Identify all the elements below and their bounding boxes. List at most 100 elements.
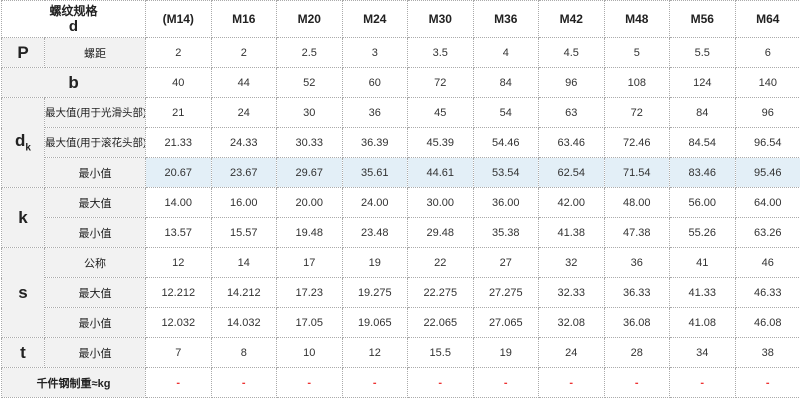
value-cell: 27.065 xyxy=(472,307,540,338)
value-cell: 44 xyxy=(210,67,278,98)
weight-label: 千件钢制重≈kg xyxy=(0,367,147,398)
value-cell: 54 xyxy=(472,97,540,128)
row-label: 最大值(用于滚花头部) xyxy=(43,127,147,158)
dk-max-smooth-row: dk 最大值(用于光滑头部) 21 24 30 36 45 54 63 72 84 96 xyxy=(1,97,800,188)
value-cell: 6 xyxy=(734,37,800,68)
value-cell: 20.67 xyxy=(145,157,212,188)
value-cell: 72 xyxy=(603,97,671,128)
thread-spec-symbol: d xyxy=(68,18,79,35)
value-cell: 14.212 xyxy=(210,277,278,308)
value-cell: 41.38 xyxy=(538,217,605,248)
symbol-k: k xyxy=(1,187,45,248)
value-cell: 53.54 xyxy=(472,157,540,188)
value-cell: 42.00 xyxy=(538,187,605,218)
value-cell: 35.61 xyxy=(341,157,409,188)
value-cell: 38 xyxy=(734,337,800,368)
value-cell: - xyxy=(341,367,409,398)
row-label: 最小值 xyxy=(43,157,147,188)
value-cell: 30.00 xyxy=(407,187,474,218)
row-label: 螺距 xyxy=(43,37,147,68)
value-cell: 13.57 xyxy=(145,217,212,248)
value-cell: 36.00 xyxy=(472,187,540,218)
value-cell: 23.67 xyxy=(210,157,278,188)
value-cell: - xyxy=(603,367,671,398)
value-cell: 71.54 xyxy=(603,157,671,188)
row-label: 最大值 xyxy=(43,277,147,308)
value-cell: 23.48 xyxy=(341,217,409,248)
value-cell: 30.33 xyxy=(276,127,343,158)
row-label: 最小值 xyxy=(43,307,147,338)
value-cell: 63 xyxy=(538,97,605,128)
value-cell: 4 xyxy=(472,37,540,68)
value-cell: 2.5 xyxy=(276,37,343,68)
row-label: 最大值 xyxy=(43,187,147,218)
value-cell: 19.275 xyxy=(341,277,409,308)
value-cell: 14.00 xyxy=(145,187,212,218)
value-cell: 12 xyxy=(145,247,212,278)
value-cell: 29.67 xyxy=(276,157,343,188)
s-max-row: 最大值 12.212 14.212 17.23 19.275 22.275 27.275 3… xyxy=(2,277,800,308)
symbol-b: b xyxy=(0,67,147,98)
value-cell: 22.065 xyxy=(407,307,474,338)
row-label: 最小值 xyxy=(43,337,147,368)
value-cell: - xyxy=(669,367,736,398)
value-cell: 14.032 xyxy=(210,307,278,338)
value-cell: 19 xyxy=(472,337,540,368)
row-label: 最小值 xyxy=(43,217,147,248)
value-cell: 10 xyxy=(276,337,343,368)
value-cell: 19.48 xyxy=(276,217,343,248)
value-cell: 24.33 xyxy=(210,127,278,158)
value-cell: 24.00 xyxy=(341,187,409,218)
size-header: M20 xyxy=(276,0,343,38)
value-cell: 3.5 xyxy=(407,37,474,68)
value-cell: - xyxy=(407,367,474,398)
thread-spec-header: 螺纹规格 d xyxy=(0,0,147,38)
value-cell: 22 xyxy=(407,247,474,278)
k-min-row: 最小值 13.57 15.57 19.48 23.48 29.48 35.38 41.38 4… xyxy=(2,217,800,248)
value-cell: 72 xyxy=(407,67,474,98)
value-cell: 12 xyxy=(341,337,409,368)
value-cell: 95.46 xyxy=(734,157,800,188)
value-cell: 4.5 xyxy=(538,37,605,68)
value-cell: 17 xyxy=(276,247,343,278)
size-header: M36 xyxy=(472,0,540,38)
pitch-row: P 螺距 2 2 2.5 3 3.5 4 4.5 5 5.5 6 xyxy=(1,37,800,68)
weight-row: 千件钢制重≈kg ---------- xyxy=(0,367,800,398)
value-cell: 36.33 xyxy=(603,277,671,308)
value-cell: 84.54 xyxy=(669,127,736,158)
value-cell: 44.61 xyxy=(407,157,474,188)
value-cell: 84 xyxy=(669,97,736,128)
s-nominal-row: s 公称 12 14 17 19 22 27 32 36 41 46 xyxy=(1,247,800,338)
value-cell: 21.33 xyxy=(145,127,212,158)
value-cell: 32.08 xyxy=(538,307,605,338)
size-header: M56 xyxy=(669,0,736,38)
value-cell: 36.39 xyxy=(341,127,409,158)
size-header: M30 xyxy=(407,0,474,38)
symbol-d: d xyxy=(15,131,26,151)
value-cell: 16.00 xyxy=(210,187,278,218)
size-header: M16 xyxy=(210,0,278,38)
size-header: M24 xyxy=(341,0,409,38)
value-cell: 45.39 xyxy=(407,127,474,158)
thread-spec-label: 螺纹规格 xyxy=(49,4,98,18)
value-cell: - xyxy=(145,367,212,398)
size-header: M64 xyxy=(734,0,800,38)
t-min-row: t 最小值 7 8 10 12 15.5 19 24 28 34 38 xyxy=(1,337,800,368)
s-min-row: 最小值 12.032 14.032 17.05 19.065 22.065 27.065 3… xyxy=(2,307,800,338)
value-cell: - xyxy=(210,367,278,398)
value-cell: 83.46 xyxy=(669,157,736,188)
k-max-row: k 最大值 14.00 16.00 20.00 24.00 30.00 36.00 42.0… xyxy=(1,187,800,248)
value-cell: 41.08 xyxy=(669,307,736,338)
symbol-t: t xyxy=(1,337,45,368)
value-cell: 14 xyxy=(210,247,278,278)
value-cell: 2 xyxy=(210,37,278,68)
value-cell: 55.26 xyxy=(669,217,736,248)
value-cell: 7 xyxy=(145,337,212,368)
value-cell: 15.5 xyxy=(407,337,474,368)
value-cell: 19.065 xyxy=(341,307,409,338)
value-cell: 64.00 xyxy=(734,187,800,218)
value-cell: 41 xyxy=(669,247,736,278)
value-cell: 22.275 xyxy=(407,277,474,308)
value-cell: 62.54 xyxy=(538,157,605,188)
